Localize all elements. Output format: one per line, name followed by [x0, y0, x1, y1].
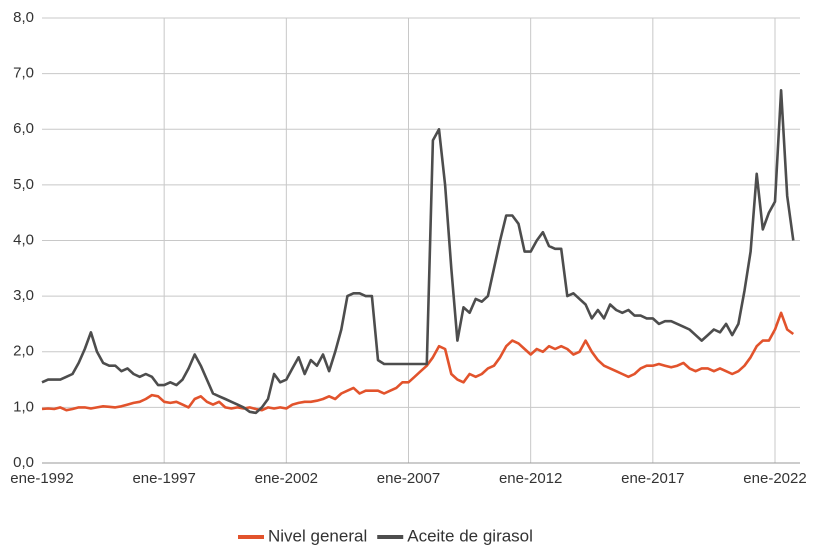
y-tick-label: 6,0 — [13, 120, 34, 137]
y-tick-label: 7,0 — [13, 65, 34, 82]
x-tick-label: ene-2007 — [377, 470, 440, 487]
legend-label: Nivel general — [268, 526, 367, 545]
x-tick-label: ene-1992 — [10, 470, 73, 487]
y-tick-label: 4,0 — [13, 231, 34, 248]
y-tick-label: 0,0 — [13, 454, 34, 471]
y-tick-label: 1,0 — [13, 398, 34, 415]
x-tick-label: ene-2017 — [621, 470, 684, 487]
series-line — [41, 89, 795, 415]
y-tick-label: 3,0 — [13, 287, 34, 304]
y-tick-label: 2,0 — [13, 343, 34, 360]
x-tick-label: ene-2012 — [499, 470, 562, 487]
x-tick-label: ene-2022 — [743, 470, 806, 487]
x-tick-label: ene-2002 — [255, 470, 318, 487]
series-line — [41, 311, 795, 412]
x-tick-label: ene-1997 — [132, 470, 195, 487]
y-tick-label: 5,0 — [13, 176, 34, 193]
y-tick-label: 8,0 — [13, 9, 34, 26]
legend-label: Aceite de girasol — [407, 526, 533, 545]
